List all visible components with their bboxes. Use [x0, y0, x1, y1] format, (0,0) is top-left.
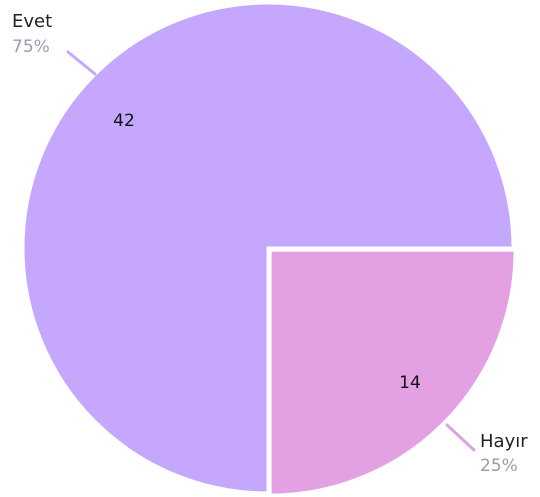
pie-slice-hayir	[268, 248, 517, 497]
category-label-hayir: Hayır	[480, 431, 528, 452]
slice-value-label-evet: 42	[113, 111, 135, 131]
labels-layer: 42 Evet 75% 14 Hayır 25%	[12, 11, 528, 476]
leader-lines-layer	[66, 50, 476, 452]
percent-label-hayir: 25%	[480, 456, 518, 476]
percent-label-evet: 75%	[12, 37, 50, 57]
slice-value-label-hayir: 14	[399, 373, 421, 393]
leader-line-hayir	[445, 423, 476, 452]
category-label-evet: Evet	[12, 11, 52, 32]
leader-line-evet	[66, 50, 97, 76]
slices-layer	[21, 1, 517, 497]
